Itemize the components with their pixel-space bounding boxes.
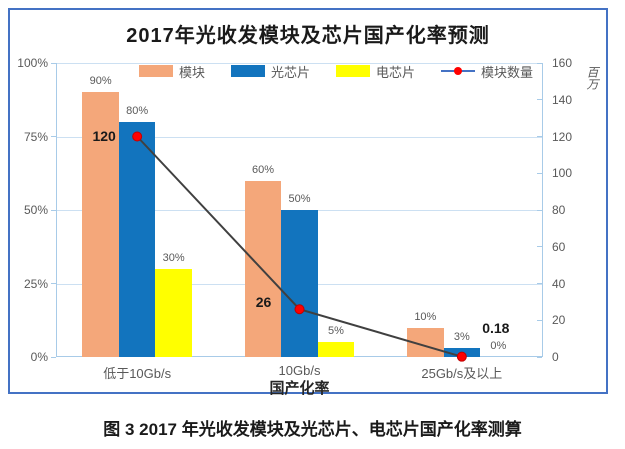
- x-axis-category-label: 10Gb/s: [278, 363, 321, 378]
- line-marker-dot: [294, 304, 305, 315]
- legend-label: 光芯片: [270, 64, 310, 80]
- bar-value-label: 5%: [328, 325, 344, 338]
- right-axis-tick-label: 120: [552, 129, 573, 144]
- legend-swatch-icon: [138, 65, 173, 77]
- left-axis-tick: [51, 283, 56, 284]
- plot-area: 90% 80% 30% 60% 50% 5% 10% 3% 0% 120 26 0.18: [51, 62, 543, 362]
- bar-value-label: 90%: [89, 75, 112, 88]
- left-axis-tick-label: 75%: [23, 129, 48, 144]
- right-axis-tick-label: 60: [552, 239, 566, 254]
- line-marker-dot: [456, 351, 467, 362]
- bar-模块: [82, 92, 119, 357]
- legend-swatch-icon: [230, 65, 265, 77]
- bar-value-label: 50%: [288, 193, 311, 205]
- chart-legend: 模块 光芯片 电芯片 模块数量: [36, 62, 625, 80]
- gridline: [56, 136, 543, 138]
- figure-caption: 图 3 2017 年光收发模块及光芯片、电芯片国产化率测算: [103, 420, 522, 439]
- right-axis-tick: [537, 209, 542, 211]
- right-axis-tick-label: 80: [552, 203, 566, 217]
- legend-item-模块数量: 模块数量: [441, 62, 533, 81]
- right-axis-tick: [537, 99, 542, 101]
- right-axis-line: [542, 63, 543, 357]
- right-axis-tick-label: 160: [552, 56, 573, 70]
- bar-value-label: 3%: [453, 331, 470, 344]
- right-axis-tick: [537, 136, 542, 137]
- right-axis-tick-label: 0: [552, 350, 559, 364]
- x-axis-category-label: 低于10Gb/s: [103, 366, 172, 381]
- x-axis-title: 国产化率: [269, 380, 330, 397]
- legend-line-marker-icon: [441, 65, 476, 77]
- bar-光芯片: [281, 210, 318, 357]
- bar-value-label: 10%: [414, 310, 437, 323]
- legend-label: 模块数量: [481, 64, 534, 80]
- chart-title: 2017年光收发模块及芯片国产化率预测: [126, 25, 490, 47]
- right-axis-unit-label: 百万: [585, 66, 599, 90]
- bar-value-label: 60%: [251, 163, 275, 176]
- right-axis-tick: [537, 62, 542, 64]
- left-axis-tick-label: 25%: [23, 276, 48, 291]
- line-path: [136, 135, 463, 358]
- bar-模块: [244, 180, 282, 357]
- bar-value-label: 80%: [126, 104, 149, 117]
- right-axis-tick: [537, 356, 542, 358]
- bar-电芯片: [317, 342, 355, 357]
- right-axis-tick-label: 100: [552, 166, 573, 181]
- legend-line-dot: [454, 67, 463, 75]
- left-axis-tick-label: 100%: [17, 56, 48, 70]
- bar-光芯片: [118, 121, 156, 357]
- left-axis-tick: [51, 356, 56, 358]
- legend-label: 电芯片: [376, 64, 416, 80]
- bar-电芯片: [155, 268, 192, 357]
- left-axis-tick: [51, 209, 56, 211]
- right-axis-tick-label: 20: [552, 313, 566, 328]
- left-axis-tick-label: 0%: [30, 350, 48, 364]
- left-axis-line: [56, 63, 57, 357]
- left-axis-tick: [51, 62, 56, 64]
- legend-label: 模块: [178, 64, 205, 80]
- bar-value-label: 30%: [162, 251, 185, 264]
- right-axis-tick-label: 140: [552, 92, 573, 107]
- bar-value-label: 0%: [490, 340, 507, 352]
- right-axis-tick: [537, 172, 542, 174]
- right-axis-tick: [537, 319, 542, 321]
- right-axis-tick: [537, 283, 542, 284]
- right-axis-tick-label: 40: [552, 276, 566, 291]
- line-marker-dot: [132, 131, 143, 142]
- line-value-label: 0.18: [482, 319, 510, 336]
- line-value-label: 120: [92, 127, 116, 144]
- left-axis-tick: [51, 136, 56, 137]
- legend-item-模块: 模块: [138, 62, 205, 81]
- line-value-label: 26: [255, 294, 272, 311]
- right-axis-tick: [537, 246, 542, 248]
- legend-swatch-icon: [336, 65, 370, 77]
- line-series-模块数量: [132, 131, 467, 362]
- left-axis-tick-label: 50%: [23, 203, 48, 217]
- x-axis-category-label: 25Gb/s及以上: [421, 366, 503, 381]
- legend-item-电芯片: 电芯片: [336, 62, 415, 81]
- legend-item-光芯片: 光芯片: [230, 62, 310, 81]
- gridline: [56, 63, 543, 64]
